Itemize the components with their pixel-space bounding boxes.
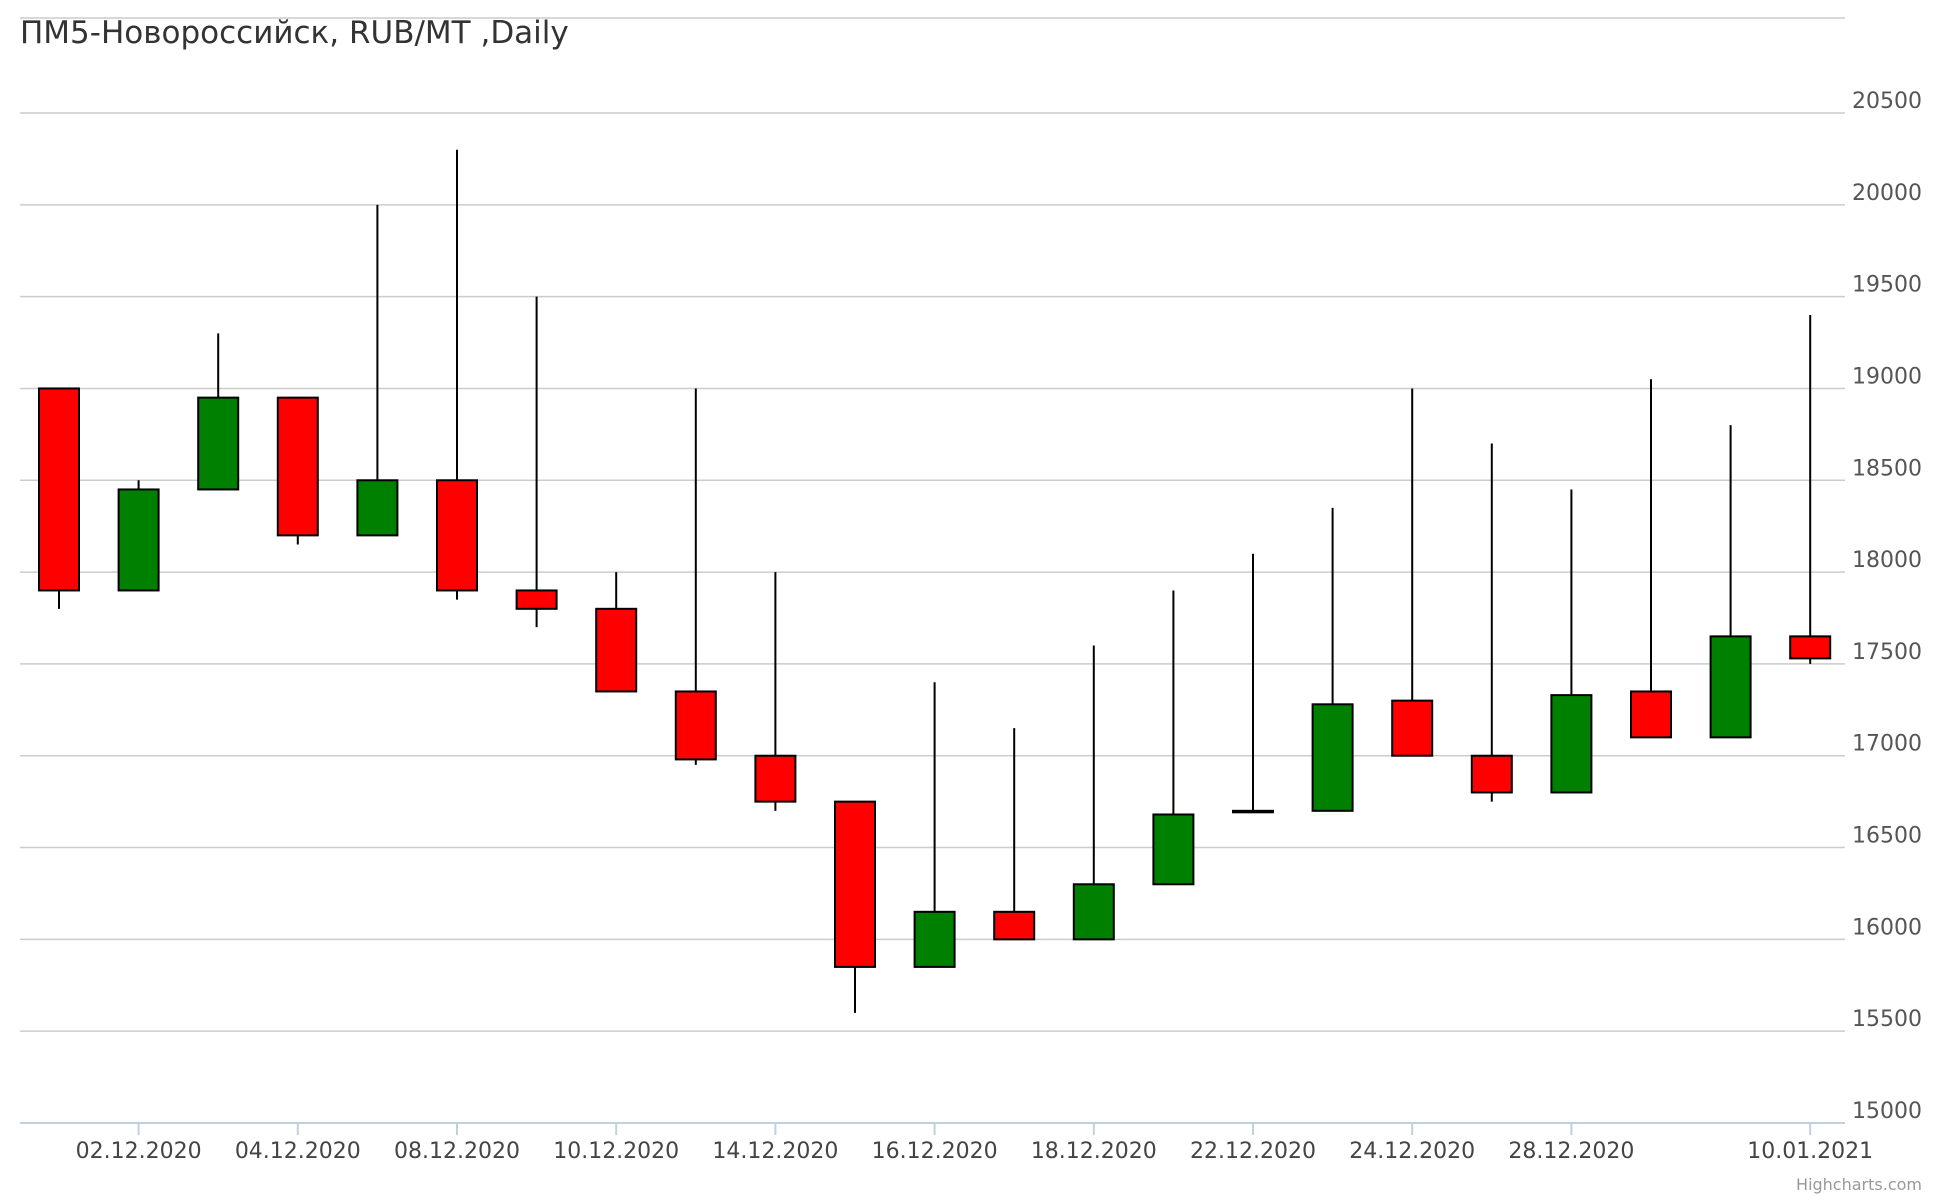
candle[interactable] xyxy=(834,800,876,1013)
candle-body xyxy=(1152,813,1195,886)
credits-link[interactable]: Highcharts.com xyxy=(1796,1175,1922,1194)
candle[interactable] xyxy=(1311,507,1354,812)
y-tick-label: 16500 xyxy=(1852,824,1922,849)
candle[interactable] xyxy=(1709,425,1752,739)
candle[interactable] xyxy=(197,333,240,491)
candle[interactable] xyxy=(595,572,638,693)
candle[interactable] xyxy=(754,572,797,811)
x-tick-label: 28.12.2020 xyxy=(1508,1139,1634,1164)
candle-body xyxy=(117,488,160,592)
x-tick-label: 10.12.2020 xyxy=(553,1139,679,1164)
candle-body xyxy=(38,387,80,592)
candle-body xyxy=(834,800,876,968)
y-tick-label: 17500 xyxy=(1852,640,1922,665)
chart-title: ПМ5-Новороссийск, RUB/MT ,Daily xyxy=(20,15,569,51)
candle[interactable] xyxy=(1630,379,1672,739)
candle-body xyxy=(1232,809,1274,814)
candle-body xyxy=(197,396,240,491)
x-tick-label: 24.12.2020 xyxy=(1349,1139,1475,1164)
candle[interactable] xyxy=(276,396,319,545)
candle[interactable] xyxy=(913,682,956,968)
candle-body xyxy=(515,589,558,610)
y-tick-label: 19500 xyxy=(1852,273,1922,298)
y-tick-label: 20500 xyxy=(1852,89,1922,114)
x-axis-labels: 02.12.2020 04.12.2020 08.12.2020 10.12.2020… xyxy=(76,1123,1873,1164)
candle[interactable] xyxy=(1550,489,1593,794)
x-tick-label: 02.12.2020 xyxy=(76,1139,202,1164)
candle-body xyxy=(276,396,319,537)
candle[interactable] xyxy=(1391,388,1434,757)
candle-body xyxy=(356,479,399,537)
x-tick-label: 10.01.2021 xyxy=(1747,1139,1873,1164)
candle[interactable] xyxy=(674,388,717,765)
candle-body xyxy=(754,754,797,803)
candles xyxy=(38,149,1832,1013)
y-tick-label: 19000 xyxy=(1852,364,1922,389)
candle-body xyxy=(674,690,717,761)
candle[interactable] xyxy=(356,204,399,537)
candle[interactable] xyxy=(117,480,160,592)
x-tick-label: 14.12.2020 xyxy=(712,1139,838,1164)
candle[interactable] xyxy=(1152,590,1195,886)
candle-body xyxy=(913,910,956,968)
y-tick-label: 17000 xyxy=(1852,732,1922,757)
candle-body xyxy=(1391,699,1434,757)
x-tick-label: 16.12.2020 xyxy=(872,1139,998,1164)
candle-body xyxy=(993,910,1036,941)
grid-lines xyxy=(20,17,1845,1124)
candle-body xyxy=(595,607,638,693)
candle[interactable] xyxy=(1789,315,1832,664)
candle-body xyxy=(1072,883,1115,941)
x-tick-label: 04.12.2020 xyxy=(235,1139,361,1164)
x-tick-label: 08.12.2020 xyxy=(394,1139,520,1164)
candle-body xyxy=(1789,635,1832,660)
candle[interactable] xyxy=(1232,553,1274,814)
candle[interactable] xyxy=(993,728,1036,941)
x-tick-label: 18.12.2020 xyxy=(1031,1139,1157,1164)
y-axis-labels: 15000 15500 16000 16500 17000 17500 18000 18500… xyxy=(1852,89,1922,1124)
candle-body xyxy=(1550,694,1593,794)
y-tick-label: 16000 xyxy=(1852,915,1922,940)
candle[interactable] xyxy=(436,149,478,600)
y-tick-label: 20000 xyxy=(1852,181,1922,206)
y-tick-label: 15500 xyxy=(1852,1007,1922,1032)
candle[interactable] xyxy=(1470,443,1513,802)
candle[interactable] xyxy=(515,296,558,628)
candle-body xyxy=(1630,690,1672,739)
y-tick-label: 15000 xyxy=(1852,1099,1922,1124)
x-tick-label: 22.12.2020 xyxy=(1190,1139,1316,1164)
candle[interactable] xyxy=(1072,645,1115,941)
y-tick-label: 18500 xyxy=(1852,456,1922,481)
candle-body xyxy=(1709,635,1752,739)
candle-body xyxy=(1470,754,1513,794)
candle-body xyxy=(436,479,478,592)
candle[interactable] xyxy=(38,387,80,609)
y-tick-label: 18000 xyxy=(1852,548,1922,573)
candle-body xyxy=(1311,703,1354,812)
